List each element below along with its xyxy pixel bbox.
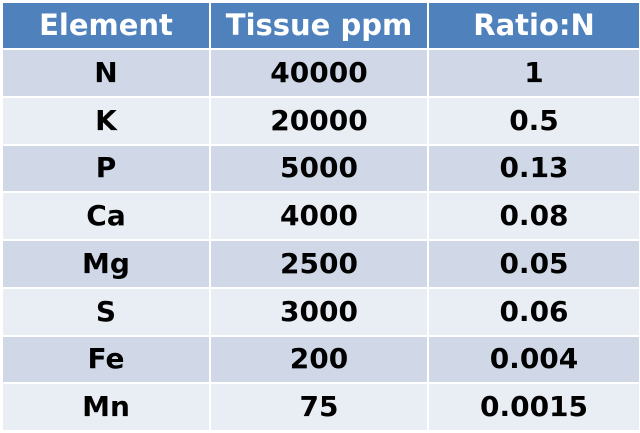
tissue-ppm-cell: 4000 xyxy=(209,191,429,241)
column-header-tissue-ppm: Tissue ppm xyxy=(209,1,429,50)
element-cell: N xyxy=(1,48,211,98)
ratio-cell: 0.08 xyxy=(427,191,640,241)
ratio-cell: 0.06 xyxy=(427,286,640,337)
table-row: Mg 2500 0.05 xyxy=(1,239,640,289)
table-row: S 3000 0.06 xyxy=(1,286,640,337)
tissue-ppm-cell: 20000 xyxy=(209,95,429,146)
tissue-ppm-cell: 75 xyxy=(209,382,429,432)
element-cell: Fe xyxy=(1,334,211,385)
element-cell: K xyxy=(1,95,211,146)
element-cell: S xyxy=(1,286,211,337)
ratio-cell: 0.0015 xyxy=(427,382,640,432)
ratio-cell: 1 xyxy=(427,48,640,98)
ratio-cell: 0.05 xyxy=(427,239,640,289)
table-row: P 5000 0.13 xyxy=(1,143,640,194)
tissue-ppm-cell: 5000 xyxy=(209,143,429,194)
table-row: N 40000 1 xyxy=(1,48,640,98)
table-row: Ca 4000 0.08 xyxy=(1,191,640,241)
ratio-cell: 0.004 xyxy=(427,334,640,385)
tissue-ppm-cell: 2500 xyxy=(209,239,429,289)
table-row: K 20000 0.5 xyxy=(1,95,640,146)
ratio-cell: 0.5 xyxy=(427,95,640,146)
element-cell: Mn xyxy=(1,382,211,432)
element-cell: Mg xyxy=(1,239,211,289)
tissue-ppm-cell: 3000 xyxy=(209,286,429,337)
table-row: Fe 200 0.004 xyxy=(1,334,640,385)
table-row: Mn 75 0.0015 xyxy=(1,382,640,432)
column-header-element: Element xyxy=(1,1,211,50)
ratio-cell: 0.13 xyxy=(427,143,640,194)
element-cell: P xyxy=(1,143,211,194)
tissue-ppm-cell: 200 xyxy=(209,334,429,385)
column-header-ratio-n: Ratio:N xyxy=(427,1,640,50)
element-cell: Ca xyxy=(1,191,211,241)
table-header-row: Element Tissue ppm Ratio:N xyxy=(1,1,640,50)
tissue-ppm-cell: 40000 xyxy=(209,48,429,98)
